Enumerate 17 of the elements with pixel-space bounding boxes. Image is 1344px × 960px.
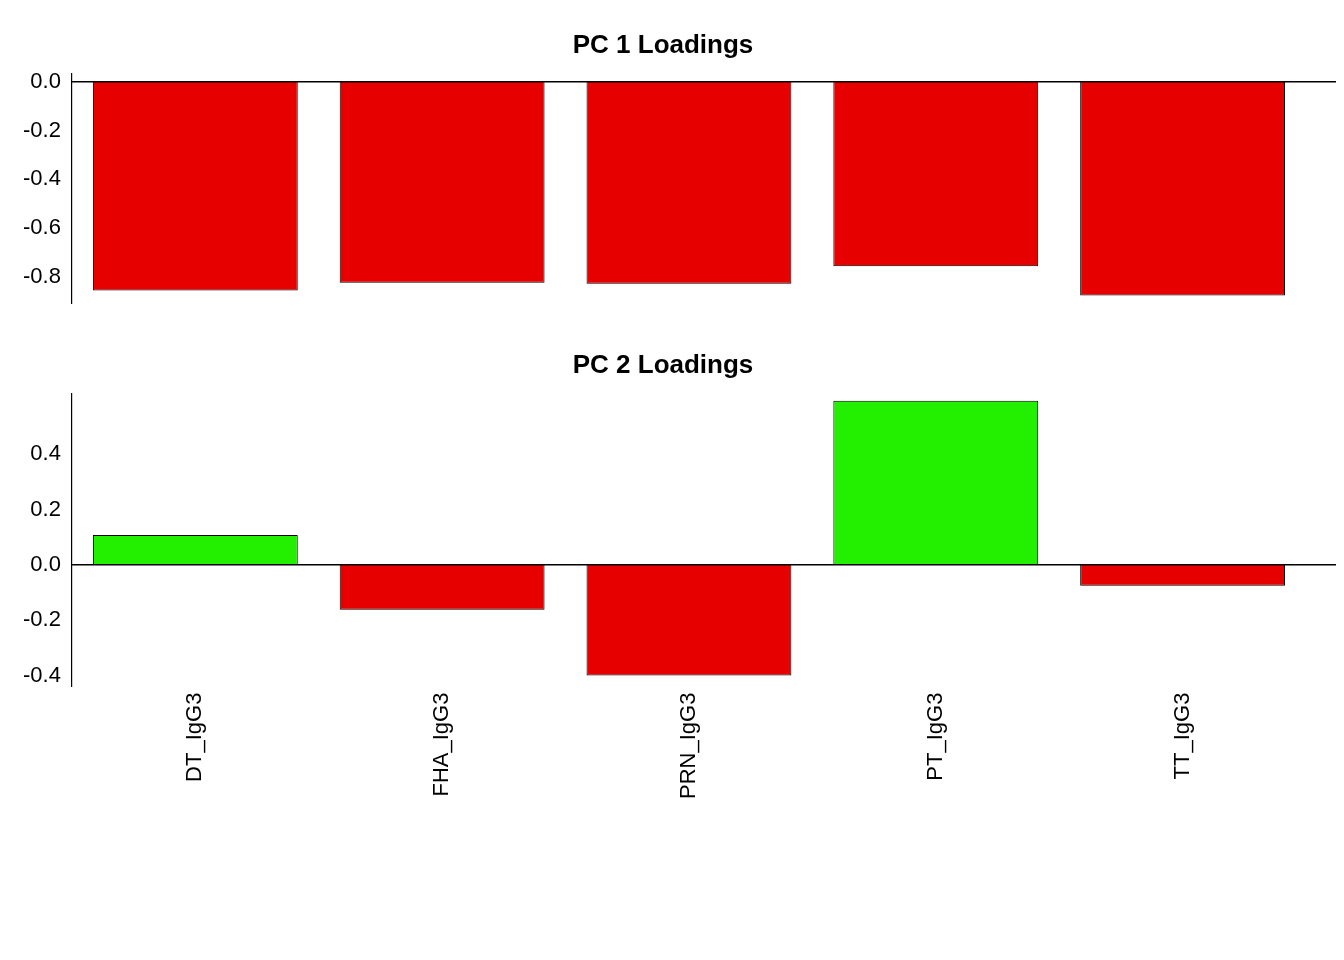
x-tick-label: DT_IgG3 (181, 692, 207, 782)
y-tick-label: 0.0 (30, 550, 61, 576)
y-tick-label: -0.2 (22, 606, 61, 632)
y-tick-label: -0.4 (22, 661, 61, 687)
y-tick-label: 0.4 (30, 440, 61, 466)
x-tick-label: PRN_IgG3 (675, 692, 701, 800)
y-tick-label: -0.6 (22, 214, 61, 240)
x-tick-label: TT_IgG3 (1168, 692, 1194, 780)
x-tick-label: FHA_IgG3 (428, 692, 454, 797)
y-tick-label: 0.2 (30, 495, 61, 521)
chart-title: PC 1 Loadings (572, 28, 754, 59)
y-tick-label: -0.8 (22, 263, 61, 289)
y-tick-label: -0.4 (22, 165, 61, 191)
y-tick-label: 0.0 (30, 67, 61, 93)
x-tick-label: PT_IgG3 (921, 692, 947, 781)
y-tick-label: -0.2 (22, 116, 61, 142)
chart-title: PC 2 Loadings (572, 348, 754, 379)
